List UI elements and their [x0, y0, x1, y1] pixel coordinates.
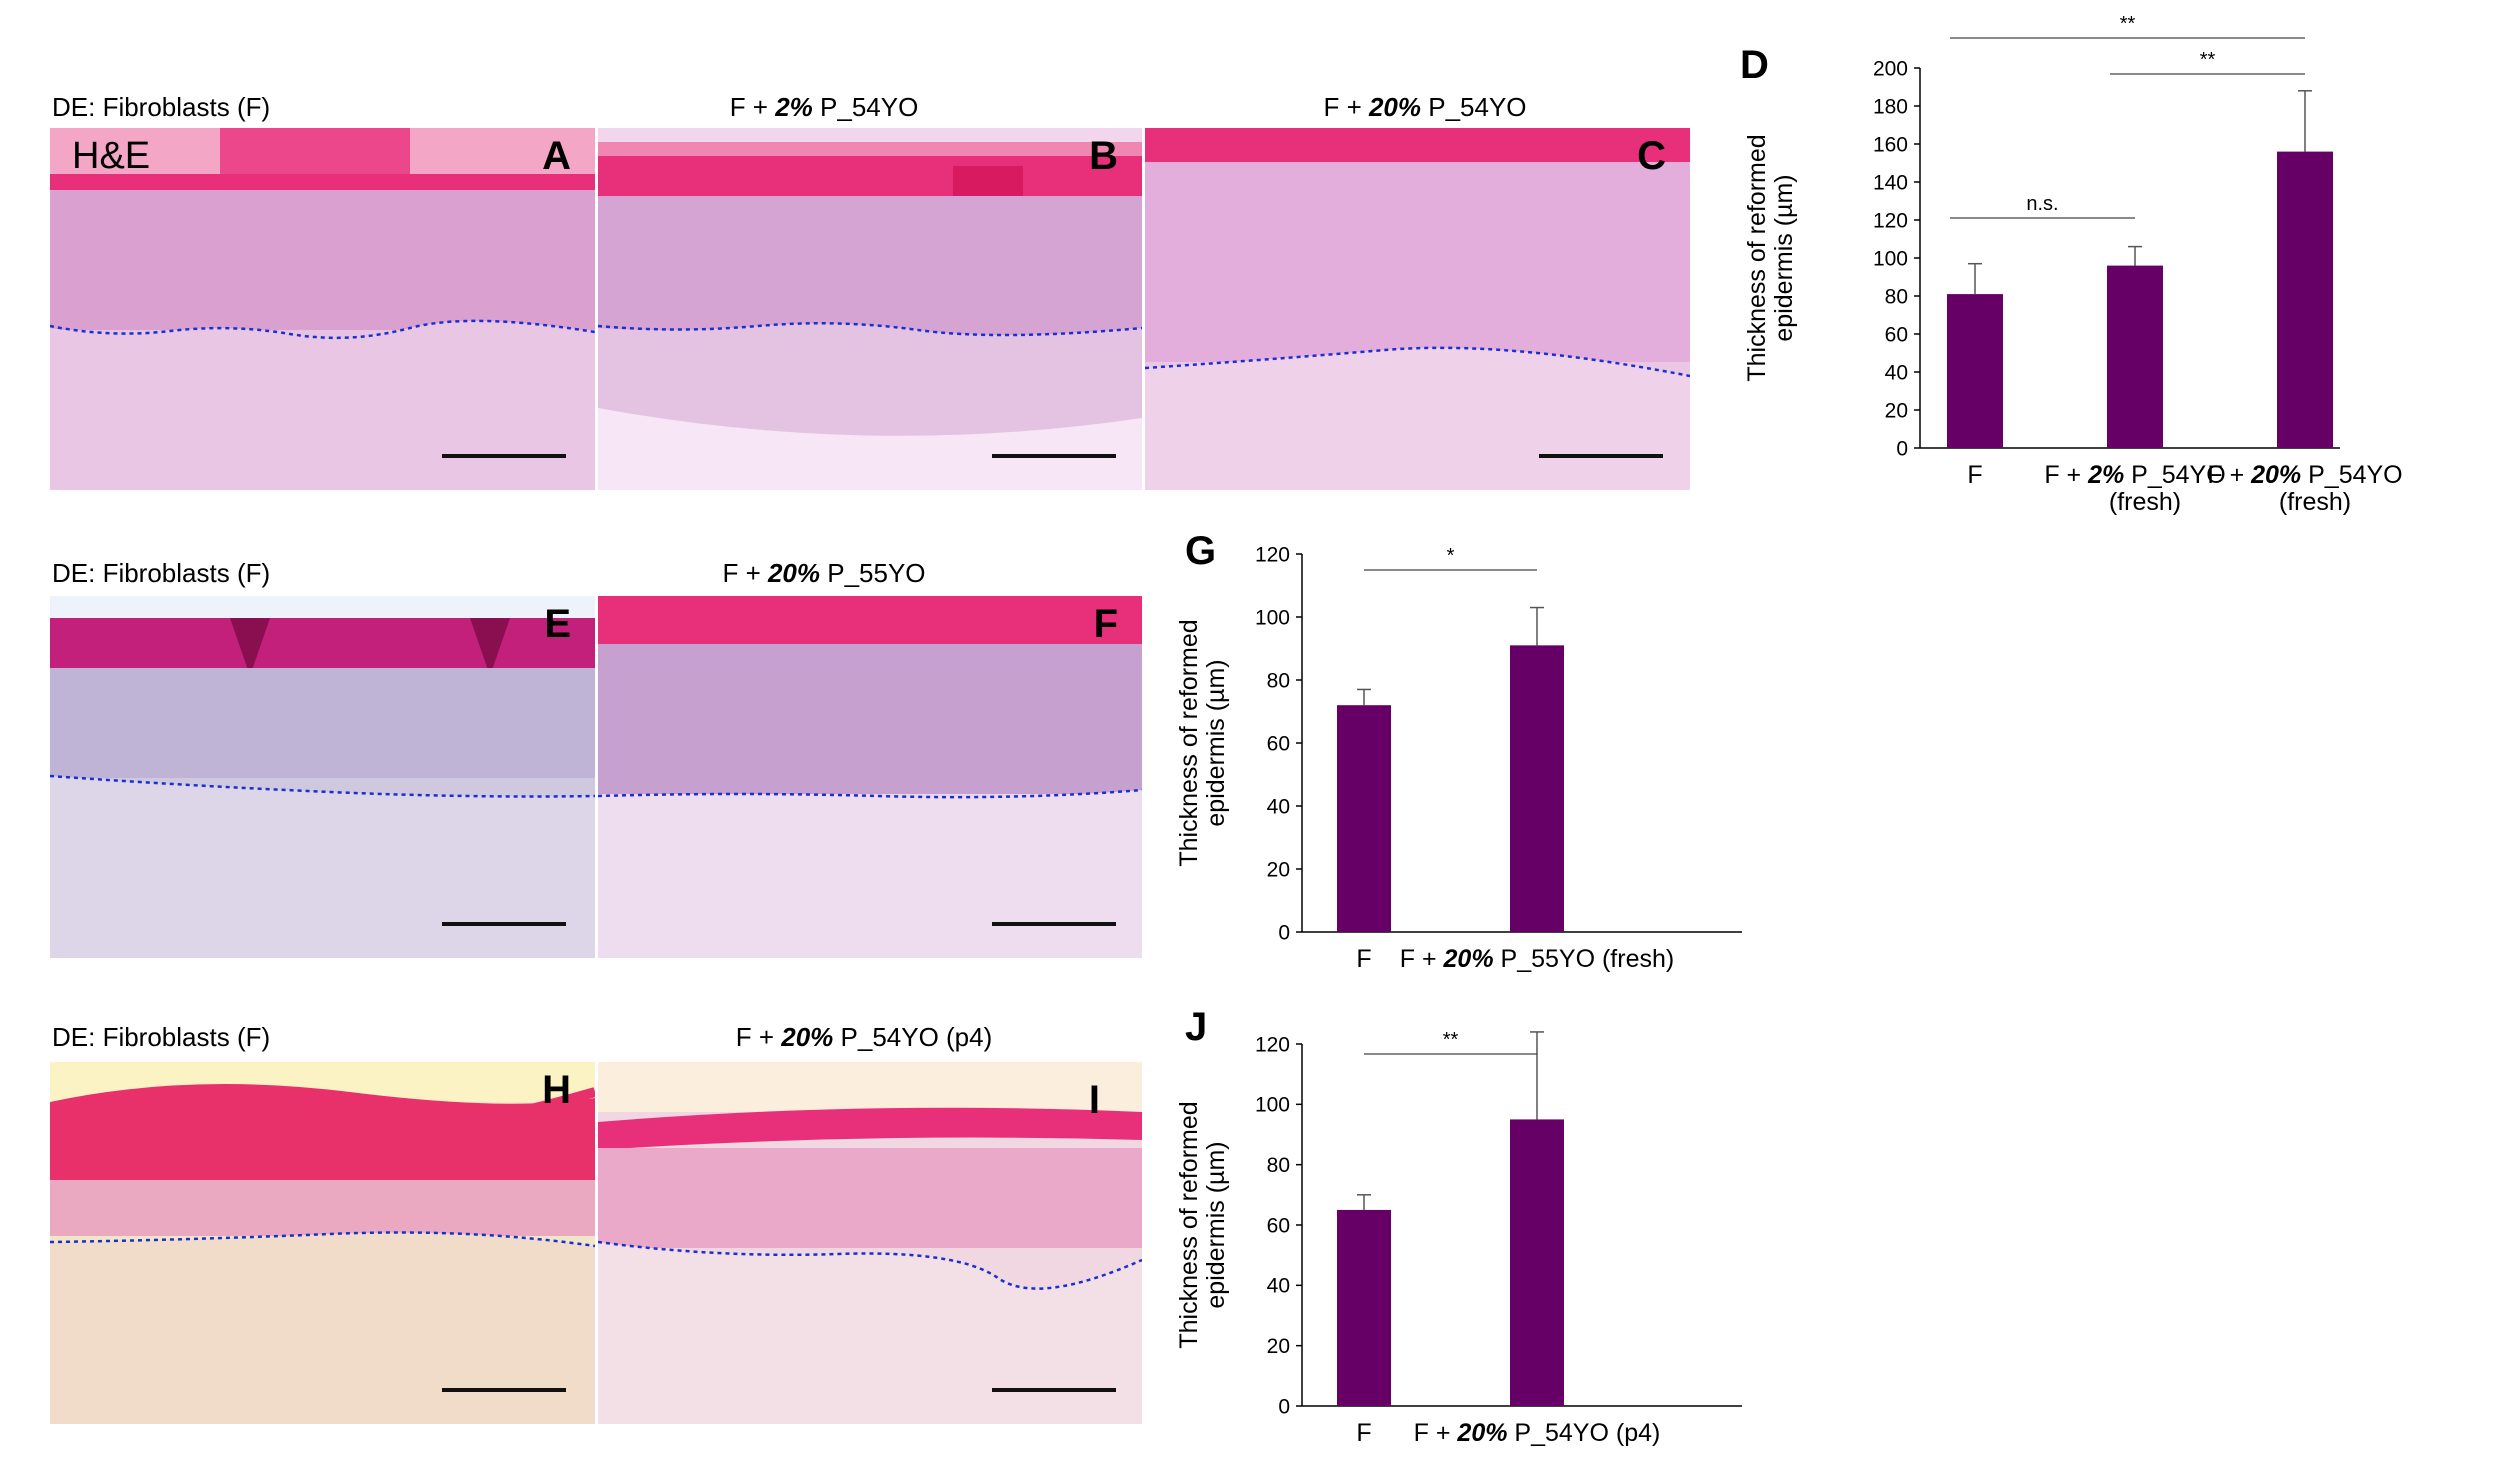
y-tick-label: 140	[1873, 171, 1908, 194]
y-axis-label: Thickness of reformed	[1743, 134, 1771, 381]
panel-label-c: C	[1637, 134, 1666, 178]
panel-label-f: F	[1093, 602, 1118, 646]
x-tick-label: F + 2% P_54YO	[2044, 461, 2225, 489]
panel-label-b: B	[1089, 134, 1118, 178]
y-tick-label: 40	[1885, 361, 1908, 384]
panel-label-g: G	[1185, 529, 1216, 573]
y-tick-label: 180	[1873, 95, 1908, 118]
x-tick-label: F + 20% P_54YO	[2207, 461, 2402, 489]
y-tick-label: 100	[1255, 1094, 1290, 1117]
panel-label-i: I	[1088, 1078, 1100, 1122]
caption-row2-left: DE: Fibroblasts (F)	[52, 558, 271, 588]
y-tick-label: 20	[1267, 858, 1290, 881]
y-tick-label: 0	[1278, 921, 1290, 944]
y-axis-label: Thickness of reformed	[1175, 619, 1203, 866]
significance-label: **	[1443, 1029, 1459, 1051]
x-tick-label: F	[1356, 1419, 1371, 1447]
x-tick-label: F + 20% P_55YO (fresh)	[1400, 945, 1674, 973]
bar	[1947, 294, 2003, 448]
significance-label: *	[1447, 545, 1455, 567]
caption-row2-mid: F + 20% P_55YO	[722, 558, 926, 588]
significance-label: **	[2200, 49, 2216, 71]
bar	[2277, 151, 2333, 448]
x-tick-label: (fresh)	[2109, 488, 2181, 516]
panel-label-j: J	[1185, 1005, 1207, 1049]
bar-chart-j: J Thickness of reformed epidermis (µm) 0 20 4…	[1175, 1005, 1742, 1447]
panel-label-a: A	[542, 134, 571, 178]
panel-label-e: E	[544, 602, 571, 646]
scale-bar	[442, 922, 566, 926]
caption-row3-mid: F + 20% P_54YO (p4)	[735, 1022, 993, 1052]
scale-bar	[442, 454, 566, 458]
y-tick-label: 40	[1267, 1275, 1290, 1298]
x-tick-label: (fresh)	[2279, 488, 2351, 516]
scale-bar	[442, 1388, 566, 1392]
y-axis-label: epidermis (µm)	[1202, 1141, 1230, 1308]
scale-bar	[992, 1388, 1116, 1392]
y-tick-label: 0	[1278, 1395, 1290, 1418]
y-tick-label: 120	[1873, 209, 1908, 232]
caption-row1-mid: F + 2% P_54YO	[729, 92, 919, 122]
y-tick-label: 80	[1267, 669, 1290, 692]
bar-chart-g: G Thickness of reformed epidermis (µm) 0 20 4…	[1175, 529, 1742, 973]
histology-panel-b: B	[598, 128, 1142, 490]
histology-panel-i: I	[598, 1062, 1142, 1424]
histology-panel-e: E	[50, 596, 595, 958]
bar	[1510, 645, 1564, 932]
histology-panel-c: C	[1145, 128, 1690, 490]
x-tick-label: F	[1967, 461, 1982, 489]
y-tick-label: 120	[1255, 543, 1290, 566]
y-tick-label: 100	[1255, 606, 1290, 629]
histology-panel-h: H	[50, 1062, 595, 1424]
bar	[1510, 1119, 1564, 1406]
caption-row3-left: DE: Fibroblasts (F)	[52, 1022, 271, 1052]
bar	[1337, 1209, 1391, 1406]
histology-panel-f: F	[598, 596, 1142, 958]
panel-label-h: H	[542, 1068, 571, 1112]
x-tick-label: F	[1356, 945, 1371, 973]
significance-label: n.s.	[2026, 193, 2058, 215]
y-tick-label: 80	[1267, 1154, 1290, 1177]
y-axis-label: Thickness of reformed	[1175, 1101, 1203, 1348]
y-tick-label: 20	[1885, 399, 1908, 422]
y-tick-label: 200	[1873, 57, 1908, 80]
bar	[1337, 705, 1391, 932]
y-tick-label: 60	[1267, 1214, 1290, 1237]
y-tick-label: 0	[1896, 437, 1908, 460]
stain-label: H&E	[72, 135, 151, 177]
y-tick-label: 60	[1267, 732, 1290, 755]
caption-row1-right: F + 20% P_54YO	[1323, 92, 1527, 122]
scale-bar	[992, 922, 1116, 926]
y-tick-label: 60	[1885, 323, 1908, 346]
y-tick-label: 100	[1873, 247, 1908, 270]
panel-label-d: D	[1740, 43, 1769, 87]
y-tick-label: 120	[1255, 1033, 1290, 1056]
y-tick-label: 80	[1885, 285, 1908, 308]
y-axis-label: epidermis (µm)	[1770, 174, 1798, 341]
significance-label: **	[2120, 13, 2136, 35]
histology-panel-a: H&E A	[50, 128, 595, 490]
scale-bar	[1539, 454, 1663, 458]
y-tick-label: 40	[1267, 795, 1290, 818]
y-axis-label: epidermis (µm)	[1202, 659, 1230, 826]
bar	[2107, 265, 2163, 448]
y-tick-label: 160	[1873, 133, 1908, 156]
y-tick-label: 20	[1267, 1335, 1290, 1358]
x-tick-label: F + 20% P_54YO (p4)	[1414, 1419, 1661, 1447]
scale-bar	[992, 454, 1116, 458]
bar-chart-d: D Thickness of reformed epidermis (µm) 0 20 4…	[1740, 13, 2403, 516]
caption-row1-left: DE: Fibroblasts (F)	[52, 92, 271, 122]
